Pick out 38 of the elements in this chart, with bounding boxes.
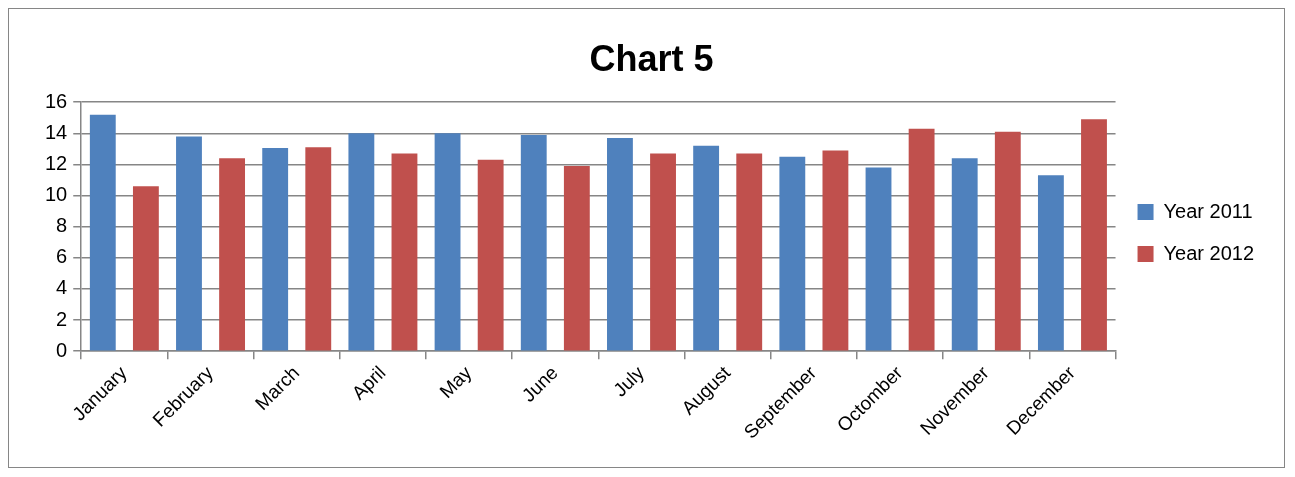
legend-label: Year 2011 bbox=[1163, 199, 1253, 222]
bar bbox=[477, 159, 504, 351]
y-tick-label: 10 bbox=[45, 183, 68, 206]
y-tick-label: 2 bbox=[56, 307, 68, 330]
bar bbox=[994, 131, 1021, 351]
x-tick-label: May bbox=[435, 361, 476, 403]
y-tick-label: 16 bbox=[45, 89, 68, 112]
y-tick-label: 6 bbox=[56, 245, 68, 268]
bar bbox=[305, 147, 332, 351]
bar bbox=[607, 137, 633, 351]
bar bbox=[822, 150, 849, 351]
bar bbox=[132, 186, 159, 351]
bar bbox=[563, 166, 590, 351]
bar bbox=[736, 153, 763, 351]
bar bbox=[176, 136, 202, 351]
bar bbox=[693, 145, 720, 351]
bar bbox=[520, 134, 547, 351]
bar bbox=[908, 128, 935, 351]
bar bbox=[779, 156, 806, 351]
bar bbox=[262, 148, 289, 351]
x-tick-label: July bbox=[609, 361, 649, 401]
bar bbox=[219, 158, 246, 351]
bar bbox=[1081, 119, 1107, 351]
y-tick-label: 12 bbox=[45, 151, 68, 174]
y-tick-label: 8 bbox=[56, 214, 68, 237]
y-tick-label: 14 bbox=[45, 120, 68, 143]
bar bbox=[434, 133, 461, 351]
chart-title: Chart 5 bbox=[589, 37, 714, 79]
bar bbox=[865, 167, 892, 351]
bar bbox=[89, 114, 116, 351]
bar bbox=[650, 153, 676, 351]
y-tick-label: 4 bbox=[56, 276, 68, 299]
bar bbox=[391, 153, 418, 351]
legend-label: Year 2012 bbox=[1163, 241, 1255, 264]
bar bbox=[951, 158, 978, 351]
y-tick-label: 0 bbox=[56, 338, 68, 361]
bar bbox=[348, 133, 375, 351]
bar bbox=[1037, 175, 1064, 351]
